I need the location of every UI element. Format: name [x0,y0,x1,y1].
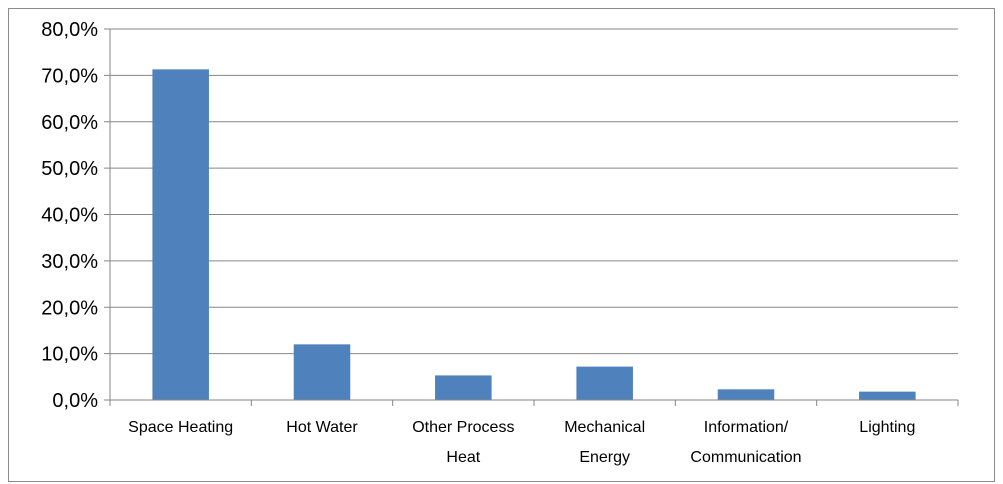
x-tick-label: Lighting [859,419,915,436]
x-tick-label: Other Process Heat [412,419,514,466]
bar [435,375,492,400]
y-tick-label: 50,0% [41,158,98,180]
y-tick-label: 0,0% [52,390,98,412]
y-tick-label: 80,0% [41,19,98,41]
bar [293,344,351,400]
y-tick-label: 10,0% [41,344,98,366]
bar [152,69,209,400]
y-tick-label: 30,0% [41,251,98,273]
y-tick-label: 40,0% [41,205,98,227]
x-tick-label: Mechanical Energy [564,419,645,466]
y-tick-label: 60,0% [41,112,98,134]
y-tick-label: 70,0% [41,65,98,87]
bar [859,391,916,400]
x-tick-label: Space Heating [128,419,233,436]
bar [576,366,633,400]
y-tick-label: 20,0% [41,297,98,319]
x-tick-label: Hot Water [286,419,358,436]
bar [717,389,775,400]
x-tick-label: Information/Communication [690,419,801,466]
